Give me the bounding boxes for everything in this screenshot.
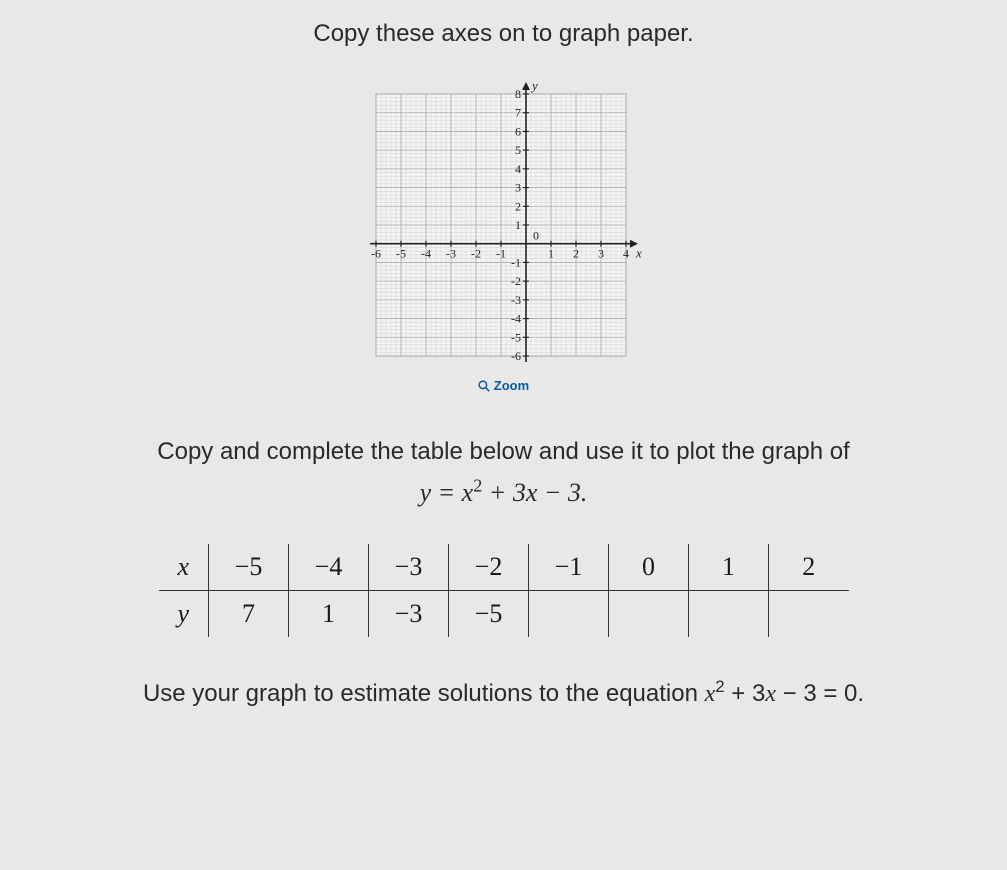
values-table-wrap: x −5−4−3−2−1012 y 71−3−5 [159,544,849,637]
equation: y = x2 + 3x − 3. [420,478,588,507]
table-cell-x: −5 [209,544,289,591]
mid-instruction: Copy and complete the table below and us… [117,433,889,514]
table-cell-x: −4 [289,544,369,591]
svg-text:-5: -5 [396,247,406,261]
svg-text:-1: -1 [511,255,521,269]
svg-text:-1: -1 [496,247,506,261]
svg-text:-2: -2 [511,274,521,288]
svg-text:-5: -5 [511,330,521,344]
values-table: x −5−4−3−2−1012 y 71−3−5 [159,544,849,637]
coordinate-graph: -6 -5 -4 -3 -2 -1 1 2 3 4 0 -6 -5 -4 -3 -2 -1 1 2 3 4 5 6 7 8 x y [364,78,644,368]
table-header-y: y [159,590,209,637]
table-cell-y [609,590,689,637]
table-cell-y: 1 [289,590,369,637]
svg-text:6: 6 [515,124,521,138]
zoom-icon [478,380,490,392]
table-cell-y [529,590,609,637]
table-cell-y: 7 [209,590,289,637]
table-cell-x: −1 [529,544,609,591]
svg-text:x: x [635,246,642,261]
table-cell-y [769,590,849,637]
table-cell-x: 0 [609,544,689,591]
svg-text:3: 3 [598,247,604,261]
table-row-y: y 71−3−5 [159,590,849,637]
svg-text:1: 1 [548,247,554,261]
table-cell-y: −3 [369,590,449,637]
table-cell-x: −3 [369,544,449,591]
svg-text:5: 5 [515,143,521,157]
svg-text:4: 4 [623,247,629,261]
svg-text:8: 8 [515,87,521,101]
svg-text:4: 4 [515,162,521,176]
svg-text:2: 2 [573,247,579,261]
svg-text:y: y [530,78,538,93]
table-cell-y: −5 [449,590,529,637]
table-cell-x: −2 [449,544,529,591]
zoom-button[interactable]: Zoom [478,378,529,393]
svg-text:-3: -3 [446,247,456,261]
svg-text:-3: -3 [511,293,521,307]
mid-instruction-text: Copy and complete the table below and us… [157,438,849,465]
table-cell-y [689,590,769,637]
svg-text:7: 7 [515,106,521,120]
top-instruction: Copy these axes on to graph paper. [313,20,693,48]
zoom-label: Zoom [494,378,529,393]
svg-text:2: 2 [515,199,521,213]
svg-text:-4: -4 [511,312,521,326]
svg-text:3: 3 [515,181,521,195]
table-row-x: x −5−4−3−2−1012 [159,544,849,591]
svg-text:0: 0 [533,229,539,243]
svg-text:1: 1 [515,218,521,232]
table-cell-x: 1 [689,544,769,591]
bottom-instruction: Use your graph to estimate solutions to … [113,677,894,708]
svg-text:-4: -4 [421,247,431,261]
svg-text:-6: -6 [511,349,521,363]
table-header-x: x [159,544,209,591]
table-cell-x: 2 [769,544,849,591]
svg-text:-2: -2 [471,247,481,261]
svg-text:-6: -6 [371,247,381,261]
